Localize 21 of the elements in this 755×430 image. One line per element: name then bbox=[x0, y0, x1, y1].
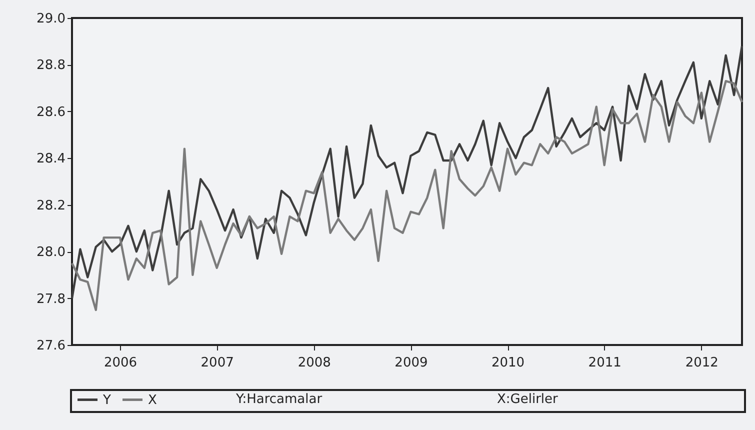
y-tick-label: 28.0 bbox=[36, 245, 66, 260]
text: Y:Harcamalar bbox=[236, 392, 322, 407]
x-tick-label: 2009 bbox=[394, 356, 428, 370]
text: X:Gelirler bbox=[497, 392, 558, 407]
legend-label: Y bbox=[102, 392, 111, 408]
legend-label: X bbox=[148, 392, 157, 408]
x-tick-label: 2012 bbox=[685, 356, 718, 370]
y-tick-label: 28.4 bbox=[36, 152, 66, 167]
x-tick-label: 2010 bbox=[491, 356, 525, 370]
y-tick-label: 28.2 bbox=[36, 198, 66, 214]
x-tick-label: 2011 bbox=[588, 356, 622, 370]
x-tick-label: 2008 bbox=[298, 356, 331, 370]
y-tick-label: 29.0 bbox=[36, 12, 66, 26]
x-tick-label: 2006 bbox=[104, 356, 138, 370]
y-tick-label: 28.8 bbox=[36, 58, 66, 74]
x-tick-label: 2007 bbox=[200, 356, 234, 370]
y-tick-label: 28.6 bbox=[36, 104, 66, 120]
line-series bbox=[70, 80, 744, 312]
y-tick-label: 27.8 bbox=[36, 292, 66, 307]
y-tick-label: 27.6 bbox=[36, 338, 66, 354]
line-series bbox=[70, 44, 744, 300]
